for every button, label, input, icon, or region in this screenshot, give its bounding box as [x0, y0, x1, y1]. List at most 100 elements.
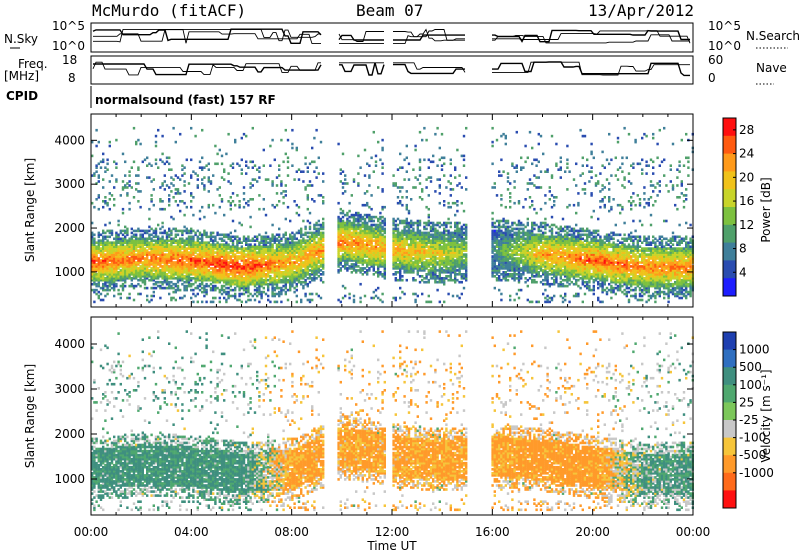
power-cell	[317, 241, 320, 244]
power-cell	[198, 249, 202, 252]
power-cell	[454, 275, 457, 278]
power-cell	[212, 247, 215, 250]
power-cell	[377, 186, 380, 189]
power-cell	[440, 241, 444, 244]
power-cell	[372, 257, 375, 260]
power-cell	[440, 251, 444, 254]
power-cell	[405, 144, 408, 148]
power-cell	[161, 267, 164, 270]
power-cell	[377, 267, 380, 270]
power-cell	[383, 249, 386, 252]
power-cell	[135, 277, 138, 280]
power-cell	[159, 286, 162, 290]
power-cell	[436, 178, 439, 181]
power-cell	[440, 257, 444, 260]
power-cell	[159, 241, 162, 244]
power-cell	[293, 273, 296, 276]
power-cell	[245, 271, 248, 274]
power-cell	[115, 284, 118, 288]
power-cell	[95, 255, 98, 258]
power-cell	[201, 166, 204, 169]
power-cell	[192, 213, 195, 217]
power-cell	[341, 255, 345, 258]
power-cell	[146, 275, 149, 278]
power-cell	[339, 300, 342, 304]
power-cell	[150, 269, 153, 272]
power-cell	[315, 253, 318, 256]
power-cell	[231, 280, 235, 284]
power-cell	[289, 275, 292, 278]
power-cell	[216, 286, 219, 290]
power-cell	[434, 278, 437, 282]
power-cell	[207, 275, 210, 278]
power-cell	[128, 253, 131, 256]
power-cell	[172, 178, 175, 181]
power-cell	[273, 261, 276, 264]
power-cell	[423, 233, 426, 237]
power-cell	[308, 180, 312, 183]
freq-label-2: [MHz]	[4, 69, 39, 83]
power-cell	[319, 245, 323, 248]
power-cell	[311, 267, 314, 270]
power-cell	[339, 263, 342, 266]
trace	[339, 62, 385, 76]
power-cell	[363, 261, 367, 264]
power-cell	[185, 251, 188, 254]
power-cell	[418, 233, 422, 237]
power-cell	[401, 243, 404, 246]
power-cell	[350, 265, 353, 268]
power-cell	[170, 284, 173, 288]
power-cell	[311, 198, 314, 201]
power-cell	[456, 245, 459, 248]
power-cell	[306, 259, 309, 262]
power-cell	[269, 300, 272, 304]
power-cell	[295, 170, 298, 173]
power-cell	[317, 237, 320, 241]
power-cell	[302, 277, 305, 280]
power-cell	[454, 273, 457, 276]
power-cell	[159, 296, 162, 300]
power-cell	[97, 241, 100, 244]
nave-tick-top: 60	[708, 53, 723, 67]
power-cell	[498, 247, 501, 250]
power-cell	[355, 251, 358, 254]
power-cell	[451, 278, 455, 282]
power-cell	[432, 261, 435, 264]
power-cell	[99, 275, 103, 278]
power-cell	[396, 265, 400, 268]
power-cell	[179, 263, 182, 266]
power-cell	[128, 275, 131, 278]
power-cell	[317, 294, 320, 298]
power-cell	[300, 259, 303, 262]
power-cell	[407, 231, 411, 235]
power-cell	[207, 261, 210, 264]
power-cell	[416, 225, 419, 229]
power-cell	[124, 245, 127, 248]
power-cell	[121, 275, 125, 278]
power-cell	[106, 249, 109, 252]
power-cell	[412, 267, 415, 270]
power-cell	[124, 251, 127, 254]
power-cell	[106, 203, 109, 207]
power-cell	[381, 215, 384, 219]
power-cell	[240, 282, 243, 286]
power-cell	[434, 267, 437, 270]
power-cell	[108, 282, 111, 286]
power-cell	[121, 277, 125, 280]
power-cell	[99, 233, 103, 237]
power-cell	[304, 231, 307, 235]
power-cell	[157, 261, 160, 264]
power-cell	[190, 229, 193, 233]
power-cell	[91, 237, 94, 241]
power-cell	[260, 278, 263, 282]
power-cell	[93, 243, 96, 246]
power-cell	[295, 275, 298, 278]
power-cell	[238, 241, 241, 244]
power-cell	[355, 213, 358, 217]
power-cell	[198, 247, 202, 250]
power-cell	[346, 255, 349, 258]
power-cell	[99, 286, 103, 290]
power-cell	[172, 227, 175, 231]
power-cell	[363, 294, 367, 298]
power-cell	[407, 249, 411, 252]
